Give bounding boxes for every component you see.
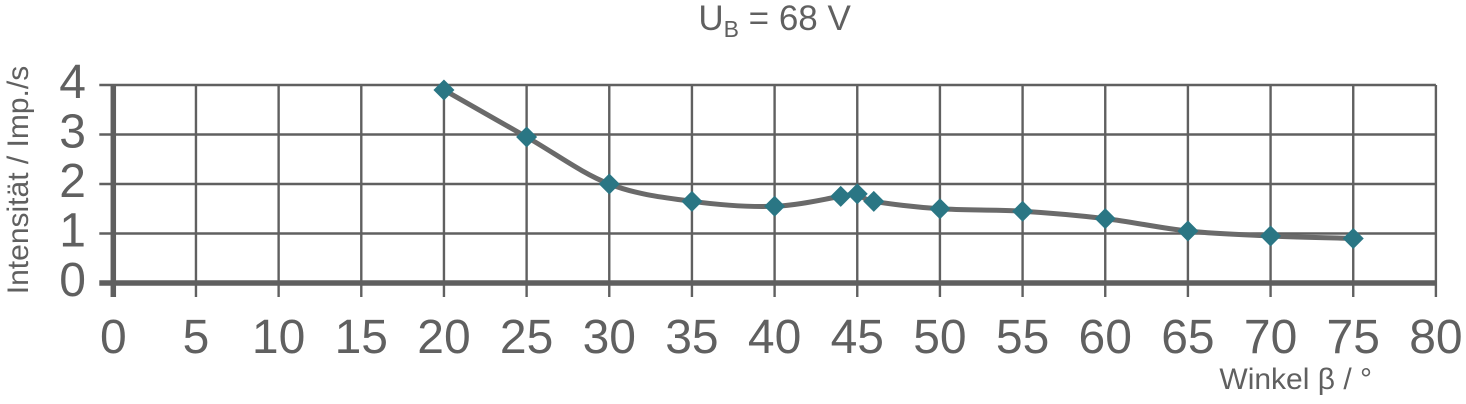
y-tick-label: 3 bbox=[59, 106, 86, 159]
x-tick-label: 40 bbox=[748, 311, 801, 364]
series-line bbox=[441, 87, 1356, 241]
x-tick-label: 70 bbox=[1244, 311, 1297, 364]
x-tick-label: 20 bbox=[417, 311, 470, 364]
x-tick-label: 80 bbox=[1409, 311, 1462, 364]
data-point-diamond-marker bbox=[1260, 225, 1282, 247]
data-point-diamond-marker bbox=[1094, 208, 1116, 230]
x-tick-label: 65 bbox=[1161, 311, 1214, 364]
data-point-diamond-marker bbox=[598, 173, 620, 195]
x-tick-label: 30 bbox=[583, 311, 636, 364]
x-tick-label: 0 bbox=[100, 311, 127, 364]
data-point-diamond-marker bbox=[1012, 200, 1034, 222]
x-tick-label: 50 bbox=[913, 311, 966, 364]
chart-title: UB = 68 V bbox=[698, 0, 851, 42]
axes bbox=[99, 85, 1436, 297]
x-tick-label: 25 bbox=[500, 311, 553, 364]
y-tick-label: 2 bbox=[59, 155, 86, 208]
data-point-diamond-marker bbox=[830, 185, 852, 207]
y-tick-label: 0 bbox=[59, 254, 86, 307]
data-point-diamond-marker bbox=[863, 190, 885, 212]
data-point-diamond-marker bbox=[929, 198, 951, 220]
series bbox=[433, 79, 1364, 249]
data-point-diamond-marker bbox=[433, 79, 455, 101]
x-tick-label: 75 bbox=[1327, 311, 1380, 364]
data-point-diamond-marker bbox=[1342, 227, 1364, 249]
x-tick-label: 5 bbox=[183, 311, 210, 364]
y-tick-label: 4 bbox=[59, 56, 86, 109]
x-tick-label: 10 bbox=[252, 311, 305, 364]
x-tick-label: 60 bbox=[1079, 311, 1132, 364]
data-point-diamond-marker bbox=[764, 195, 786, 217]
grid bbox=[99, 83, 1438, 297]
y-axis-label: Intensität / Imp./s bbox=[2, 66, 35, 294]
y-tick-label: 1 bbox=[59, 205, 86, 258]
x-tick-label: 15 bbox=[335, 311, 388, 364]
data-point-diamond-marker bbox=[516, 126, 538, 148]
data-point-diamond-marker bbox=[846, 183, 868, 205]
data-point-diamond-marker bbox=[1177, 220, 1199, 242]
x-tick-label: 55 bbox=[996, 311, 1049, 364]
data-point-diamond-marker bbox=[681, 190, 703, 212]
x-tick-label: 45 bbox=[831, 311, 884, 364]
x-tick-label: 35 bbox=[665, 311, 718, 364]
x-axis-label: Winkel β / ° bbox=[1219, 363, 1372, 396]
